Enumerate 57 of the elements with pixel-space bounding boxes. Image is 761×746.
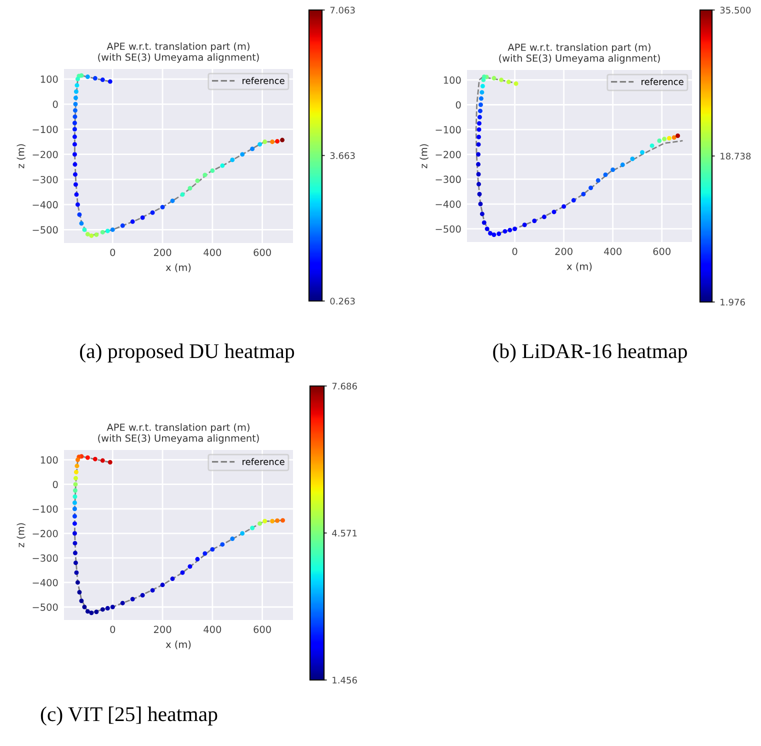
y-tick-label: −100: [436, 126, 461, 134]
text: (a) proposed DU heatmap: [80, 344, 294, 362]
color-bar-label: 0.263: [330, 298, 355, 305]
x-tick-label: 400: [204, 626, 222, 634]
color-bar-label: 1.456: [332, 676, 357, 684]
x-tick-label: 200: [154, 248, 172, 256]
x-tick-label: 0: [110, 626, 116, 634]
y-tick-label: −200: [32, 150, 58, 158]
x-tick-label: 600: [254, 626, 271, 634]
color-bar-label: 18.738: [720, 152, 751, 160]
y-tick-label: 0: [52, 100, 58, 108]
color-bar-label: 7.063: [330, 6, 355, 14]
y-tick-label: −400: [32, 578, 58, 586]
color-bar-label: 35.500: [720, 6, 751, 14]
y-tick-label: −200: [32, 530, 58, 538]
y-tick-label: −300: [32, 176, 58, 184]
color-bar-label: 7.686: [332, 382, 357, 390]
x-tick-label: 400: [204, 248, 222, 256]
y-tick-label: −500: [32, 226, 58, 234]
color-bar-label: 4.571: [332, 530, 357, 537]
y-tick-label: 100: [444, 76, 461, 84]
y-tick-label: −300: [436, 176, 461, 184]
y-axis-title: z (m): [16, 144, 26, 168]
y-axis-title: z (m): [420, 144, 428, 168]
legend-label: reference: [242, 77, 284, 84]
x-tick-label: 0: [110, 248, 116, 256]
y-tick-label: −500: [436, 225, 461, 233]
y-tick-label: −300: [32, 554, 58, 562]
color-bar-label: 1.976: [720, 298, 745, 306]
y-tick-label: 100: [40, 456, 58, 464]
x-axis-title: x (m): [166, 264, 191, 272]
y-tick-label: 100: [40, 76, 58, 83]
legend-label: reference: [642, 78, 684, 86]
chart-title: APE w.r.t. translation part (m) (with SE(3) Umeyama alignment): [98, 423, 259, 444]
x-tick-label: 200: [154, 626, 172, 634]
x-axis-title: x (m): [566, 262, 592, 272]
x-tick-label: 600: [254, 248, 271, 256]
y-tick-label: −100: [32, 126, 58, 134]
chart-title: APE w.r.t. translation part (m) (with SE(3) Umeyama alignment): [499, 43, 660, 64]
y-axis-title: z (m): [16, 523, 26, 548]
y-tick-label: −400: [32, 201, 58, 208]
y-tick-label: 0: [456, 101, 461, 109]
x-axis-title: x (m): [166, 640, 191, 650]
text: (c) VIT [25] heatmap: [40, 706, 218, 726]
x-tick-label: 600: [653, 248, 670, 256]
x-tick-label: 400: [604, 248, 622, 256]
x-tick-label: 0: [512, 248, 518, 256]
y-tick-label: 0: [52, 480, 58, 488]
y-tick-label: −200: [436, 150, 461, 158]
x-tick-label: 200: [555, 248, 572, 256]
text: (b) LiDAR-16 heatmap: [493, 344, 687, 362]
legend-label: reference: [242, 458, 284, 466]
color-bar-label: 3.663: [330, 152, 355, 160]
y-tick-label: −100: [32, 505, 58, 513]
chart-title: APE w.r.t. translation part (m) (with SE(3) Umeyama alignment): [98, 42, 259, 63]
y-tick-label: −500: [32, 603, 58, 611]
y-tick-label: −400: [436, 200, 461, 208]
